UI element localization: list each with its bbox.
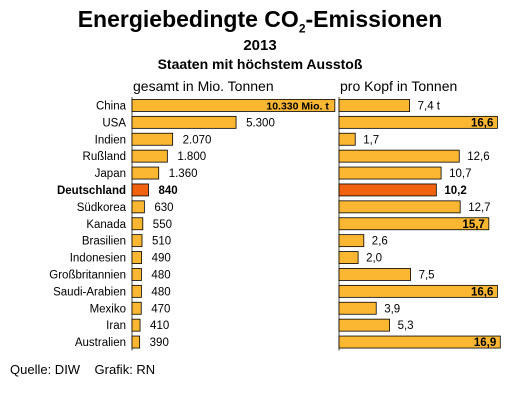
per-capita-value-label: 2,0: [366, 253, 382, 265]
total-value-label: 5.300: [246, 117, 275, 129]
per-capita-bar: [338, 132, 356, 146]
total-bar: [131, 335, 141, 349]
category-label: Indien: [95, 134, 126, 146]
total-bar: [131, 183, 149, 197]
total-bar: [131, 301, 142, 315]
total-bar: [131, 234, 143, 248]
total-value-label: 490: [152, 253, 171, 265]
per-capita-value-label: 12,7: [468, 202, 490, 214]
per-capita-value-label: 16,9: [474, 337, 496, 349]
per-capita-bar: [338, 301, 377, 315]
total-value-label: 10.330 Mio. t: [266, 100, 329, 112]
per-capita-value-label: 2,6: [372, 236, 388, 248]
total-bar: [131, 115, 237, 129]
per-capita-value-label: 7,4 t: [418, 100, 441, 112]
category-label: Südkorea: [77, 202, 127, 214]
per-capita-value-label: 16,6: [471, 286, 493, 298]
total-bar: [131, 166, 160, 180]
per-capita-value-label: 5,3: [398, 320, 414, 332]
per-capita-value-label: 12,6: [467, 151, 489, 163]
total-column-header: gesamt in Mio. Tonnen: [133, 78, 274, 94]
total-value-label: 2.070: [183, 134, 212, 146]
per-capita-bar: [338, 318, 390, 332]
total-bar: [131, 217, 144, 231]
chart-title: Energiebedingte CO2-Emissionen: [0, 6, 520, 36]
per-capita-bar: [338, 183, 437, 197]
per-capita-bar: [338, 200, 461, 214]
total-value-label: 470: [151, 303, 170, 315]
per-capita-value-label: 3,9: [384, 303, 400, 315]
total-bar: [131, 132, 174, 146]
category-label: Australien: [75, 337, 126, 349]
total-bar: [131, 318, 141, 332]
per-capita-bar: [338, 217, 490, 231]
per-capita-bar: [338, 284, 498, 298]
category-label: Japan: [95, 168, 126, 180]
total-value-label: 390: [150, 337, 169, 349]
per-capita-value-label: 7,5: [419, 269, 435, 281]
category-label: Indonesien: [70, 253, 126, 265]
source-credit: Quelle: DIW Grafik: RN: [10, 362, 156, 377]
per-capita-bar: [338, 115, 498, 129]
total-value-label: 480: [151, 286, 170, 298]
total-value-label: 1.360: [169, 168, 198, 180]
per-capita-value-label: 10,2: [444, 185, 466, 197]
per-capita-bar: [338, 268, 411, 281]
total-bar: [131, 268, 142, 281]
category-label: USA: [102, 117, 126, 129]
total-bar: [131, 200, 145, 214]
per-capita-bar: [338, 251, 359, 264]
category-label: Deutschland: [57, 185, 126, 197]
total-value-label: 630: [154, 202, 173, 214]
category-label: Iran: [106, 320, 126, 332]
total-bar: [131, 284, 142, 298]
total-value-label: 840: [158, 185, 177, 197]
chart-year: 2013: [243, 37, 277, 54]
category-label: Mexiko: [90, 303, 126, 315]
total-bar: [131, 99, 336, 112]
per-capita-bar: [338, 166, 442, 180]
total-bar: [131, 149, 168, 163]
chart-subtitle: Staaten mit höchstem Ausstoß: [157, 56, 363, 72]
per-capita-bar: [338, 335, 501, 349]
total-value-label: 410: [150, 320, 169, 332]
per-capita-bar: [338, 149, 460, 163]
title-tail: -Emissionen: [305, 6, 443, 32]
total-value-label: 510: [152, 236, 171, 248]
per-capita-value-label: 1,7: [363, 134, 379, 146]
per-capita-column-header: pro Kopf in Tonnen: [340, 78, 458, 94]
title-subscript: 2: [298, 21, 306, 36]
category-label: Kanada: [86, 219, 126, 231]
category-label: Saudi-Arabien: [53, 286, 126, 298]
per-capita-value-label: 15,7: [462, 219, 484, 231]
title-main: Energiebedingte CO: [77, 6, 299, 32]
total-value-label: 480: [151, 269, 170, 281]
category-label: Brasilien: [82, 236, 126, 248]
total-bar: [131, 251, 143, 264]
per-capita-bar: [338, 99, 411, 112]
category-label: China: [96, 100, 127, 112]
total-value-label: 1.800: [177, 151, 206, 163]
category-label: Rußland: [83, 151, 126, 163]
category-label: Großbritannien: [49, 269, 126, 281]
per-capita-value-label: 10,7: [449, 168, 471, 180]
total-value-label: 550: [153, 219, 172, 231]
per-capita-bar: [338, 234, 365, 248]
per-capita-value-label: 16,6: [471, 117, 493, 129]
